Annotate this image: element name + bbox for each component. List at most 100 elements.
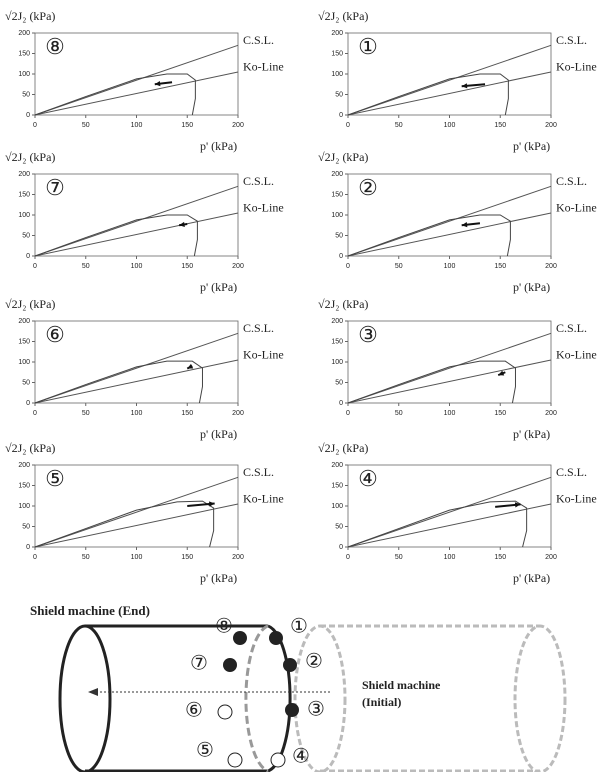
chart-title: ② [358, 175, 378, 200]
y-tick-label: 200 [18, 171, 30, 178]
cylinder-rim-back [246, 626, 268, 771]
x-axis-label: p' (kPa) [200, 139, 237, 153]
series-line [35, 213, 238, 256]
point-label: ⑦ [190, 653, 208, 675]
x-tick-label: 150 [494, 122, 506, 129]
chart: 050100150200050100150200√2J₂ (kPa)p' (kP… [318, 441, 597, 585]
series-label: Ko-Line [556, 201, 597, 215]
y-tick-label: 150 [331, 50, 343, 57]
y-tick-label: 0 [339, 253, 343, 260]
series-label: C.S.L. [556, 321, 587, 335]
x-tick-label: 0 [33, 263, 37, 270]
y-axis-label: √2J₂ (kPa) [5, 9, 55, 23]
y-tick-label: 100 [331, 71, 343, 78]
y-tick-label: 100 [18, 71, 30, 78]
initial-label: (Initial) [362, 695, 401, 709]
point-marker [285, 703, 299, 717]
x-tick-label: 200 [545, 263, 557, 270]
y-tick-label: 0 [26, 253, 30, 260]
point-marker [228, 753, 242, 767]
series-line [35, 186, 238, 256]
x-tick-label: 50 [82, 554, 90, 561]
x-axis-label: p' (kPa) [200, 280, 237, 294]
series-label: C.S.L. [243, 174, 274, 188]
y-tick-label: 50 [22, 232, 30, 239]
y-tick-label: 100 [18, 503, 30, 510]
point-marker [223, 658, 237, 672]
stress-path [35, 74, 195, 115]
series-label: Ko-Line [243, 492, 284, 506]
y-tick-label: 150 [331, 482, 343, 489]
y-axis-label: √2J₂ (kPa) [318, 9, 368, 23]
y-tick-label: 0 [339, 544, 343, 551]
y-axis-label: √2J₂ (kPa) [318, 441, 368, 455]
series-label: C.S.L. [243, 321, 274, 335]
plot-frame [35, 465, 238, 547]
y-tick-label: 50 [335, 379, 343, 386]
x-tick-label: 0 [33, 122, 37, 129]
x-axis-label: p' (kPa) [513, 571, 550, 585]
y-tick-label: 100 [18, 212, 30, 219]
x-tick-label: 200 [232, 122, 244, 129]
series-line [348, 477, 551, 547]
x-axis-label: p' (kPa) [200, 427, 237, 441]
x-tick-label: 0 [346, 554, 350, 561]
y-tick-label: 200 [18, 30, 30, 37]
y-tick-label: 100 [331, 503, 343, 510]
point-label: ⑧ [215, 616, 233, 638]
point-marker [269, 631, 283, 645]
series-label: C.S.L. [556, 174, 587, 188]
x-tick-label: 100 [444, 554, 456, 561]
plot-frame [348, 321, 551, 403]
point-label: ① [290, 616, 308, 638]
y-tick-label: 150 [18, 338, 30, 345]
point-label: ⑤ [196, 740, 214, 762]
series-line [348, 72, 551, 115]
chart-title: ⑧ [45, 34, 65, 59]
x-axis-label: p' (kPa) [513, 427, 550, 441]
stress-path [348, 361, 515, 403]
x-tick-label: 200 [232, 263, 244, 270]
x-tick-label: 150 [494, 263, 506, 270]
series-line [348, 45, 551, 115]
x-tick-label: 200 [545, 122, 557, 129]
arrowhead [462, 83, 468, 88]
chart-title: ③ [358, 322, 378, 347]
point-label: ② [305, 651, 323, 673]
x-tick-label: 150 [181, 554, 193, 561]
x-axis-label: p' (kPa) [513, 280, 550, 294]
y-tick-label: 100 [18, 359, 30, 366]
y-tick-label: 50 [335, 232, 343, 239]
y-tick-label: 200 [331, 462, 343, 469]
x-tick-label: 50 [82, 410, 90, 417]
point-label: ⑥ [185, 700, 203, 722]
y-tick-label: 50 [22, 523, 30, 530]
stress-path [35, 361, 202, 403]
x-tick-label: 100 [444, 263, 456, 270]
y-axis-label: √2J₂ (kPa) [318, 150, 368, 164]
initial-cylinder-end [515, 626, 565, 772]
chart-title: ④ [358, 466, 378, 491]
x-tick-label: 200 [545, 554, 557, 561]
y-tick-label: 150 [331, 338, 343, 345]
y-tick-label: 150 [18, 50, 30, 57]
series-label: C.S.L. [556, 33, 587, 47]
y-tick-label: 200 [331, 318, 343, 325]
y-tick-label: 0 [26, 544, 30, 551]
arrowhead [209, 501, 215, 506]
chart-title: ⑦ [45, 175, 65, 200]
direction-arrowhead [88, 688, 98, 696]
series-label: Ko-Line [243, 348, 284, 362]
series-line [35, 45, 238, 115]
x-tick-label: 200 [232, 410, 244, 417]
x-tick-label: 150 [494, 554, 506, 561]
chart-title: ⑤ [45, 466, 65, 491]
x-tick-label: 0 [346, 263, 350, 270]
y-tick-label: 200 [331, 171, 343, 178]
x-tick-label: 100 [131, 122, 143, 129]
point-marker [283, 658, 297, 672]
x-tick-label: 200 [232, 554, 244, 561]
